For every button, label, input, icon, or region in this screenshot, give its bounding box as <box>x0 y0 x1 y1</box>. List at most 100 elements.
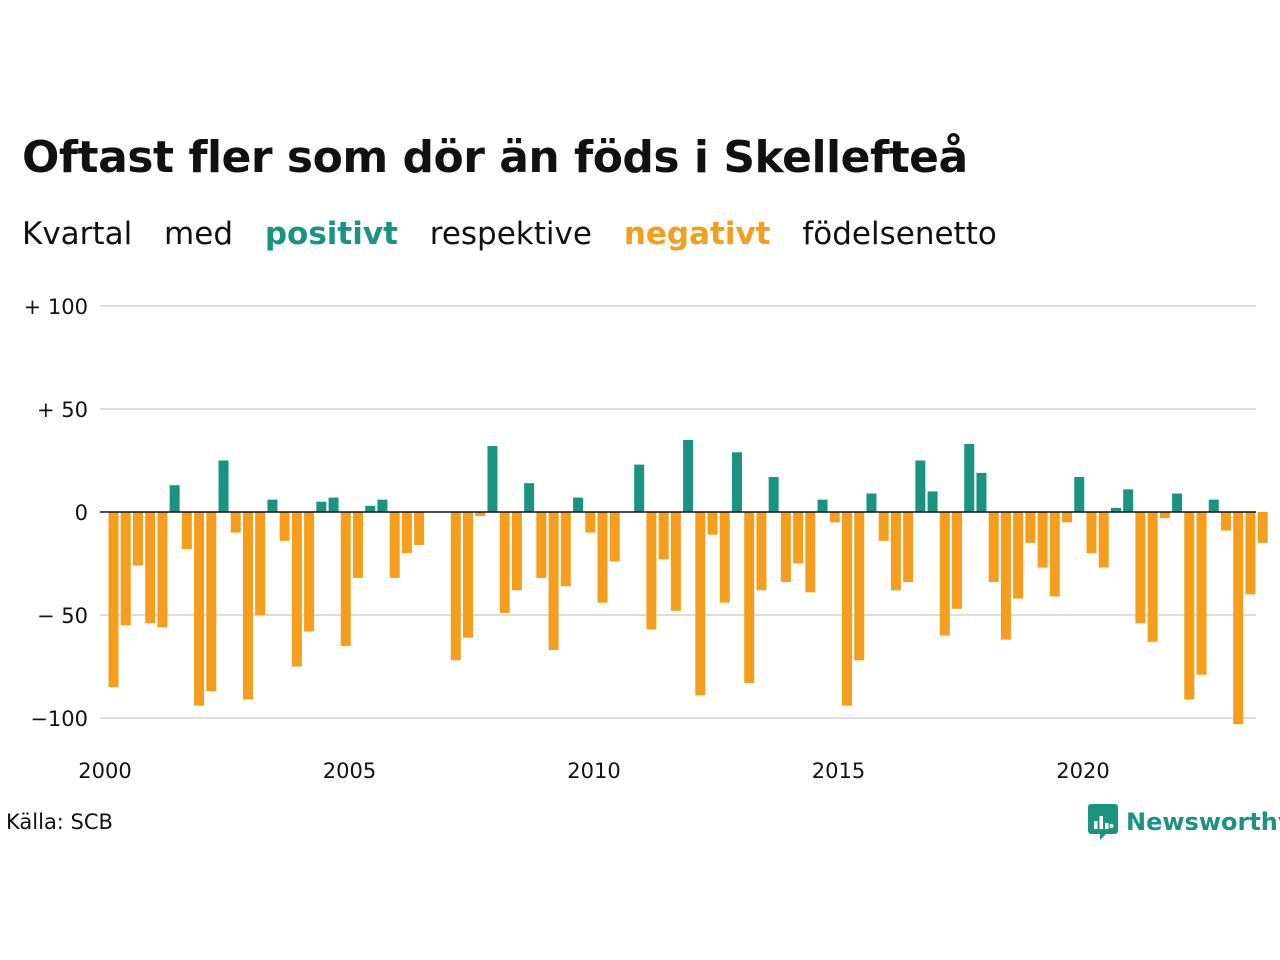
bar-negative <box>242 512 253 700</box>
x-tick-label: 2005 <box>323 759 376 783</box>
bar-negative <box>719 512 730 603</box>
bar-positive <box>768 476 779 512</box>
bar-positive <box>573 497 584 512</box>
bar-negative <box>304 512 315 632</box>
bar-negative <box>1159 512 1170 519</box>
bar-chart: + 100 + 50 0 − 50 −100 2000 2005 2010 2015 2020 <box>24 295 1268 783</box>
bar-negative <box>658 512 669 560</box>
bar-negative <box>1025 512 1036 543</box>
bar-negative <box>1196 512 1207 675</box>
bar-negative <box>401 512 412 554</box>
bar-positive <box>487 446 498 512</box>
subtitle-word-med: med <box>164 216 233 252</box>
bar-positive <box>866 493 877 512</box>
bar-negative <box>340 512 351 646</box>
bar-positive <box>1208 499 1219 512</box>
subtitle-word-kvartal: Kvartal <box>22 216 133 252</box>
bar-negative <box>255 512 266 615</box>
bar-negative <box>1086 512 1097 554</box>
bar-negative <box>597 512 608 603</box>
legend-positive-label: positivt <box>264 216 398 252</box>
bar-negative <box>414 512 425 545</box>
bar-negative <box>450 512 461 661</box>
bar-positive <box>169 485 180 512</box>
bar-negative <box>475 512 486 517</box>
bar-positive <box>1172 493 1183 512</box>
bar-negative <box>585 512 596 533</box>
y-tick-label: + 50 <box>37 398 88 422</box>
bar-negative <box>829 512 840 523</box>
newsworthy-wordmark: Newsworthy <box>1126 808 1280 836</box>
bar-negative <box>1000 512 1011 640</box>
bar-positive <box>731 452 742 512</box>
bar-negative <box>695 512 706 696</box>
bar-positive <box>817 499 828 512</box>
bar-negative <box>1037 512 1048 568</box>
bar-negative <box>1257 512 1268 543</box>
bar-positive <box>927 491 938 512</box>
bar-negative <box>609 512 620 562</box>
bar-negative <box>890 512 901 591</box>
bar-positive <box>316 501 327 512</box>
bar-negative <box>132 512 143 566</box>
bar-positive <box>377 499 388 512</box>
bar-negative <box>1220 512 1231 531</box>
x-tick-label: 2010 <box>567 759 620 783</box>
subtitle-word-fodelsenetto: födelsenetto <box>802 216 997 252</box>
bar-negative <box>793 512 804 564</box>
bar-negative <box>805 512 816 593</box>
bar-negative <box>903 512 914 583</box>
x-tick-label: 2015 <box>812 759 865 783</box>
bar-positive <box>267 499 278 512</box>
y-tick-label: − 50 <box>37 604 88 628</box>
bar-negative <box>536 512 547 578</box>
bar-negative <box>279 512 290 541</box>
bar-negative <box>548 512 559 651</box>
chart-subtitle: Kvartal med positivt respektive negativt… <box>22 216 1019 252</box>
bar-negative <box>194 512 205 706</box>
bar-negative <box>952 512 963 609</box>
source-label: Källa: SCB <box>6 810 113 834</box>
bar-negative <box>181 512 192 550</box>
bar-positive <box>683 439 694 512</box>
bar-positive <box>1074 476 1085 512</box>
bar-negative <box>707 512 718 535</box>
bar-negative <box>744 512 755 683</box>
bar-negative <box>560 512 571 587</box>
bar-negative <box>1135 512 1146 624</box>
y-tick-label: −100 <box>30 707 88 731</box>
bar-negative <box>145 512 156 624</box>
y-tick-label: 0 <box>75 501 88 525</box>
bar-negative <box>291 512 302 667</box>
bar-negative <box>1013 512 1024 599</box>
bar-positive <box>218 460 229 512</box>
bar-positive <box>328 497 339 512</box>
bar-positive <box>915 460 926 512</box>
bar-negative <box>1245 512 1256 595</box>
bar-negative <box>842 512 852 706</box>
bar-negative <box>1098 512 1109 568</box>
y-tick-label: + 100 <box>24 295 88 319</box>
bar-negative <box>120 512 131 626</box>
subtitle-word-respektive: respektive <box>429 216 592 252</box>
bar-positive <box>1123 489 1134 512</box>
bar-negative <box>854 512 865 661</box>
bar-negative <box>780 512 791 583</box>
bar-negative <box>499 512 510 613</box>
bar-negative <box>1147 512 1158 642</box>
newsworthy-logo-icon <box>1088 804 1118 840</box>
bar-negative <box>157 512 168 628</box>
bar-negative <box>108 512 119 688</box>
bar-positive <box>524 483 535 512</box>
bar-negative <box>1049 512 1060 597</box>
newsworthy-logo: Newsworthy <box>1088 804 1280 840</box>
bar-negative <box>1062 512 1073 523</box>
legend-negative-label: negativt <box>623 216 771 252</box>
bar-negative <box>463 512 474 638</box>
bar-negative <box>646 512 657 630</box>
bar-negative <box>756 512 767 591</box>
bar-negative <box>389 512 400 578</box>
bar-negative <box>511 512 522 591</box>
bar-negative <box>353 512 363 578</box>
bar-positive <box>964 444 975 512</box>
